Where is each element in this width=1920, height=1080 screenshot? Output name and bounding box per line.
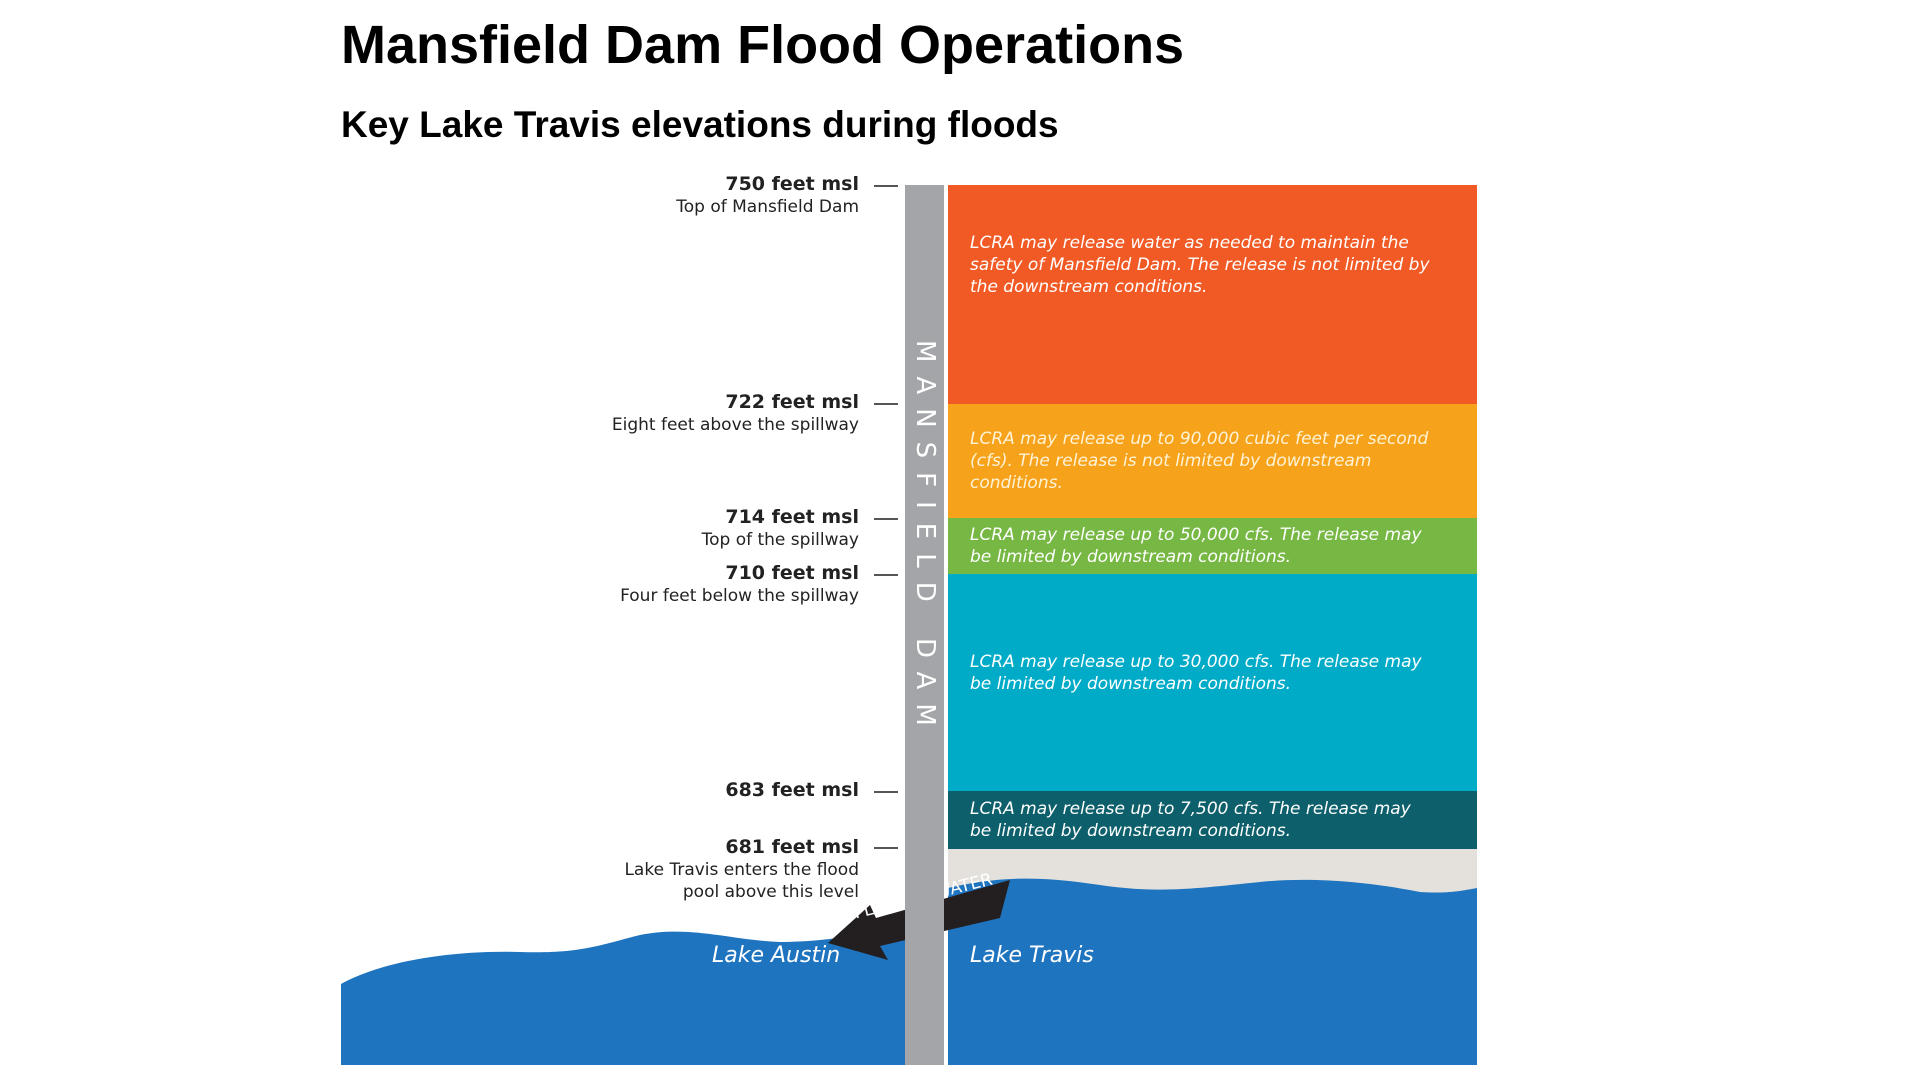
band-text: LCRA may release up to 7,500 cfs. The re… <box>970 799 1411 841</box>
lake-austin-water <box>341 928 905 1065</box>
lake-travis-label: Lake Travis <box>970 943 1094 968</box>
elevation-desc: Lake Travis enters the flood pool above … <box>624 860 859 902</box>
lake-travis-water <box>948 878 1477 1065</box>
elevation-681: 681 feet msl Lake Travis enters the flood… <box>619 836 859 903</box>
page-title: Mansfield Dam Flood Operations <box>341 15 1185 75</box>
tick-683 <box>874 791 898 793</box>
band-dam-safety: LCRA may release water as needed to main… <box>948 185 1477 404</box>
band-50000-cfs: LCRA may release up to 50,000 cfs. The r… <box>948 518 1477 574</box>
mansfield-dam <box>905 185 944 1065</box>
tick-714 <box>874 518 898 520</box>
elevation-710: 710 feet msl Four feet below the spillway <box>620 562 859 607</box>
elevation-level: 714 feet msl <box>725 506 859 528</box>
elevation-desc: Top of Mansfield Dam <box>676 197 859 217</box>
band-text: LCRA may release water as needed to main… <box>970 232 1430 297</box>
tick-710 <box>874 574 898 576</box>
band-text: LCRA may release up to 30,000 cfs. The r… <box>970 651 1422 694</box>
elevation-level: 683 feet msl <box>725 779 859 801</box>
elevation-desc: Top of the spillway <box>701 530 859 550</box>
elevation-722: 722 feet msl Eight feet above the spillwa… <box>612 391 859 436</box>
band-90000-cfs: LCRA may release up to 90,000 cubic feet… <box>948 404 1477 518</box>
tick-681 <box>874 847 898 849</box>
band-7500-cfs: LCRA may release up to 7,500 cfs. The re… <box>948 791 1477 849</box>
elevation-750: 750 feet msl Top of Mansfield Dam <box>676 173 859 218</box>
elevation-level: 681 feet msl <box>725 836 859 858</box>
lake-austin-label: Lake Austin <box>712 943 841 968</box>
elevation-714: 714 feet msl Top of the spillway <box>702 506 859 551</box>
tick-750 <box>874 185 898 187</box>
band-text: LCRA may release up to 90,000 cubic feet… <box>970 429 1429 493</box>
elevation-desc: Eight feet above the spillway <box>611 415 859 435</box>
page-subtitle: Key Lake Travis elevations during floods <box>341 104 1059 145</box>
elevation-level: 710 feet msl <box>725 562 859 584</box>
band-text: LCRA may release up to 50,000 cfs. The r… <box>970 525 1422 567</box>
elevation-683: 683 feet msl <box>725 779 859 802</box>
elevation-level: 750 feet msl <box>725 173 859 195</box>
elevation-desc: Four feet below the spillway <box>620 586 859 606</box>
band-30000-cfs: LCRA may release up to 30,000 cfs. The r… <box>948 574 1477 791</box>
elevation-level: 722 feet msl <box>725 391 859 413</box>
tick-722 <box>874 403 898 405</box>
dam-label: MANSFIELD DAM <box>910 340 940 740</box>
